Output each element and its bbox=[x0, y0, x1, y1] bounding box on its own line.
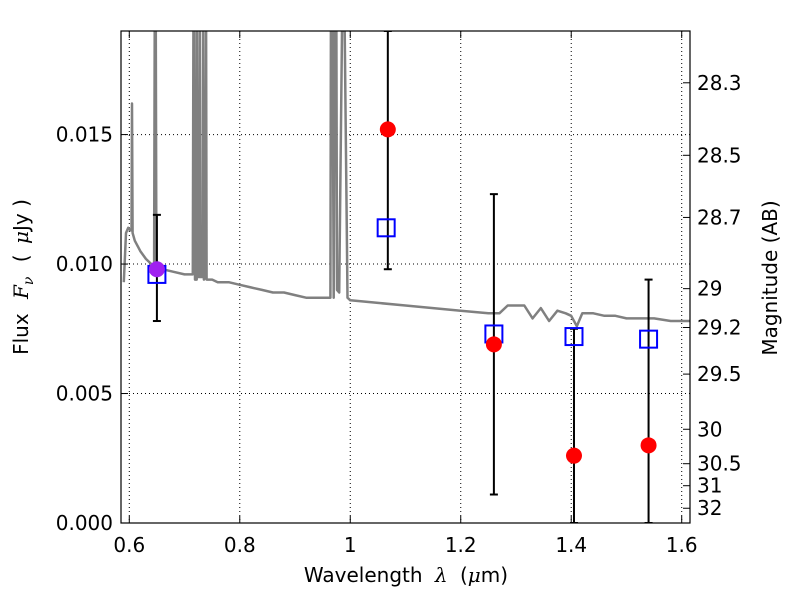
x-tick-label: 1.6 bbox=[666, 533, 698, 557]
y2-tick-label: 28.5 bbox=[697, 143, 742, 167]
y2-tick-label: 29 bbox=[697, 277, 722, 301]
y-tick-label: 0.015 bbox=[56, 123, 113, 147]
y-axis-title: Flux Fν ( μJy ) bbox=[9, 199, 38, 355]
x-axis-title: Wavelength λ (μm) bbox=[304, 563, 508, 587]
x-axis: 0.6 0.8 1 1.2 1.4 1.6 bbox=[113, 31, 698, 557]
y2-tick-label: 30 bbox=[697, 417, 722, 441]
x-tick-label: 0.6 bbox=[113, 533, 145, 557]
model-spectrum bbox=[122, 31, 690, 328]
observed-point bbox=[485, 336, 502, 353]
plot-frame bbox=[120, 30, 691, 524]
y2-tick-label: 28.7 bbox=[697, 205, 742, 229]
y2-axis-title: Magnitude (AB) bbox=[758, 200, 782, 355]
y2-tick-label: 30.5 bbox=[697, 452, 742, 476]
x-tick-label: 1.2 bbox=[445, 533, 477, 557]
y2-tick-label: 29.5 bbox=[697, 362, 742, 386]
spectrum-line bbox=[122, 31, 690, 328]
observed-point bbox=[148, 261, 165, 278]
observed-point bbox=[640, 437, 657, 454]
x-tick-label: 1.4 bbox=[555, 533, 587, 557]
observed-point bbox=[565, 447, 582, 464]
model-square bbox=[376, 218, 396, 238]
observed-markers bbox=[148, 121, 657, 464]
y2-tick-label: 31 bbox=[697, 474, 722, 498]
y-tick-label: 0.000 bbox=[56, 511, 113, 535]
x-tick-label: 1 bbox=[344, 533, 357, 557]
y-axis: 0.000 0.005 0.010 0.015 bbox=[56, 123, 128, 535]
x-tick-label: 0.8 bbox=[224, 533, 256, 557]
model-square bbox=[639, 329, 659, 349]
y2-tick-label: 32 bbox=[697, 496, 722, 520]
y2-tick-label: 28.3 bbox=[697, 71, 742, 95]
model-square bbox=[564, 327, 584, 347]
y-tick-label: 0.010 bbox=[56, 252, 113, 276]
y2-tick-label: 29.2 bbox=[697, 315, 742, 339]
y-tick-label: 0.005 bbox=[56, 382, 113, 406]
model-photometry-markers bbox=[147, 218, 659, 349]
observed-point bbox=[379, 121, 396, 138]
